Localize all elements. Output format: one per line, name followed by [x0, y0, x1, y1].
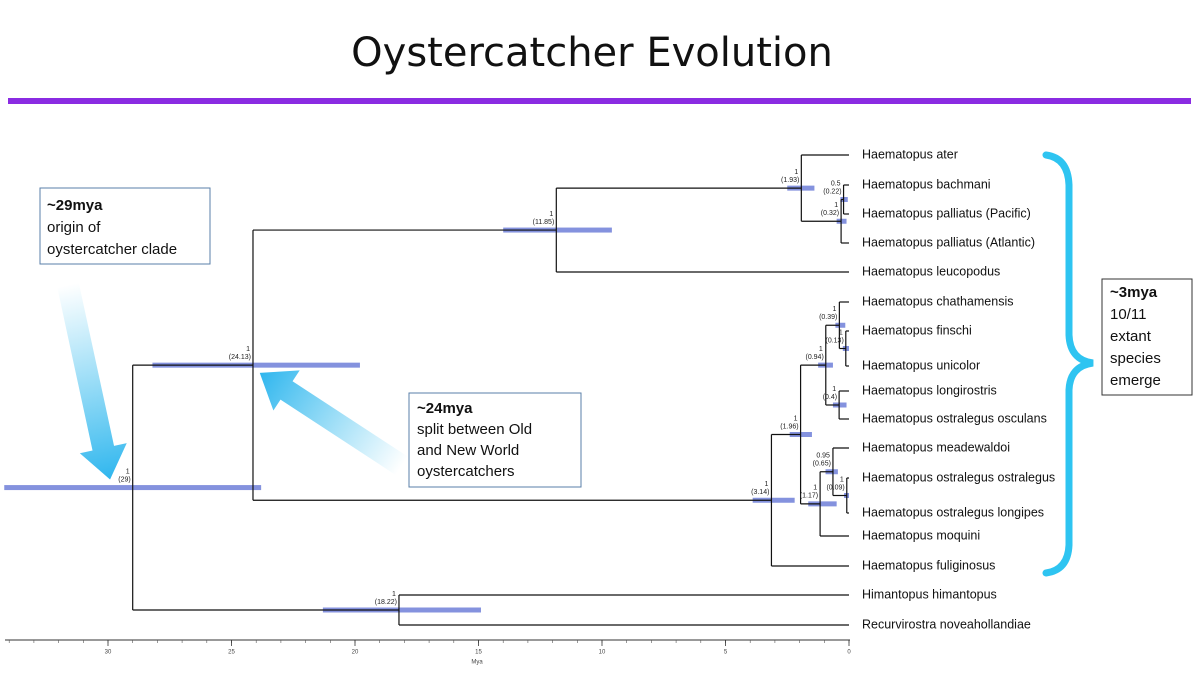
annotation-heading: ~3mya	[1110, 284, 1158, 301]
taxon-label: Haematopus bachmani	[862, 177, 991, 191]
age-label: (0.4)	[823, 394, 837, 401]
axis-label: Mya	[471, 660, 483, 666]
phylogeny: 1(29)1(24.13)1(11.85)1(1.93)Haematopus a…	[4, 147, 1055, 631]
taxon-label: Haematopus ater	[862, 147, 958, 161]
taxon-label: Haematopus chathamensis	[862, 294, 1013, 308]
tick-label: 5	[724, 650, 728, 656]
age-label: (18.22)	[375, 599, 397, 606]
support-label: 1	[819, 346, 823, 353]
tick-label: 0	[847, 650, 851, 656]
taxon-label: Haematopus moquini	[862, 528, 980, 542]
age-label: (1.17)	[800, 493, 818, 500]
support-label: 1	[794, 415, 798, 422]
support-label: 1	[126, 468, 130, 475]
tick-label: 20	[352, 650, 359, 656]
annotation-line: oystercatchers	[417, 463, 515, 480]
taxon-label: Himantopus himantopus	[862, 587, 997, 601]
taxon-label: Recurvirostra noveahollandiae	[862, 617, 1031, 631]
support-label: 1	[840, 476, 844, 483]
annotation-box	[408, 392, 582, 488]
taxon-label: Haematopus ostralegus osculans	[862, 411, 1047, 425]
age-label: (1.93)	[781, 177, 799, 184]
hpd-bar	[752, 497, 795, 503]
age-label: (0.65)	[813, 461, 831, 468]
annotations: ~29mya origin of oystercatcher clade ~24mya…	[47, 197, 1161, 480]
age-label: (0.09)	[826, 484, 844, 491]
taxon-label: Haematopus palliatus (Atlantic)	[862, 235, 1035, 249]
hpd-bar	[835, 322, 846, 328]
age-label: (0.13)	[825, 337, 843, 344]
support-label: 1	[834, 202, 838, 209]
node-labels: 1(29)1(24.13)1(11.85)1(1.93)Haematopus a…	[118, 147, 1055, 631]
age-label: (0.22)	[823, 188, 841, 195]
annotation-line: split between Old	[417, 421, 532, 438]
support-label: 1	[765, 481, 769, 488]
age-label: (24.13)	[229, 354, 251, 361]
title: Oystercatcher Evolution	[351, 30, 833, 76]
annotation-line: and New World	[417, 442, 519, 459]
taxon-label: Haematopus meadewaldoi	[862, 440, 1010, 454]
age-label: (0.94)	[805, 354, 823, 361]
annotation-heading: ~29mya	[47, 197, 103, 214]
support-label: 1	[549, 211, 553, 218]
support-label: 1	[794, 169, 798, 176]
taxon-label: Haematopus unicolor	[862, 358, 980, 372]
taxon-label: Haematopus fuliginosus	[862, 558, 995, 572]
arrow	[259, 370, 409, 476]
support-label: 1	[832, 306, 836, 313]
hpd-bar	[503, 227, 612, 233]
annotation-line: extant	[1110, 328, 1152, 345]
age-label: (0.32)	[821, 210, 839, 217]
time-axis: 30 25 20 15 10 5 0 Mya	[5, 639, 851, 666]
tick-label: 15	[475, 650, 482, 656]
tick-label: 25	[228, 650, 235, 656]
title-rule	[8, 98, 1191, 104]
support-label: 1	[832, 386, 836, 393]
brace	[1042, 151, 1094, 577]
hpd-bar	[322, 607, 481, 613]
taxon-label: Haematopus ostralegus longipes	[862, 505, 1044, 519]
annotation-heading: ~24mya	[417, 400, 473, 417]
annotation-line: 10/11	[1110, 306, 1146, 323]
annotation-line: oystercatcher clade	[47, 241, 177, 258]
hpd-bar	[152, 362, 360, 368]
tick-label: 10	[599, 650, 606, 656]
taxon-label: Haematopus leucopodus	[862, 264, 1000, 278]
support-label: 1	[246, 346, 250, 353]
age-label: (3.14)	[751, 489, 769, 496]
arrow	[57, 282, 127, 480]
age-label: (1.96)	[780, 423, 798, 430]
age-label: (11.85)	[533, 219, 555, 226]
support-label: 1	[839, 329, 843, 336]
annotation-line: species	[1110, 350, 1161, 367]
taxon-label: Haematopus ostralegus ostralegus	[862, 470, 1055, 484]
support-label: 1	[392, 591, 396, 598]
support-label: 0.5	[831, 180, 841, 187]
annotation-line: origin of	[47, 219, 101, 236]
annotation-box	[1101, 278, 1193, 396]
tick-label: 30	[105, 650, 112, 656]
taxon-label: Haematopus finschi	[862, 323, 972, 337]
hpd-bar	[808, 501, 837, 507]
hpd-bar	[832, 402, 847, 408]
age-label: (29)	[118, 476, 130, 483]
annotation-line: emerge	[1110, 372, 1161, 389]
branches	[132, 154, 849, 626]
taxon-label: Haematopus longirostris	[862, 383, 997, 397]
support-label: 0.95	[816, 453, 830, 460]
annotation-box	[39, 187, 211, 265]
support-label: 1	[813, 485, 817, 492]
taxon-label: Haematopus palliatus (Pacific)	[862, 206, 1031, 220]
age-label: (0.39)	[819, 314, 837, 321]
